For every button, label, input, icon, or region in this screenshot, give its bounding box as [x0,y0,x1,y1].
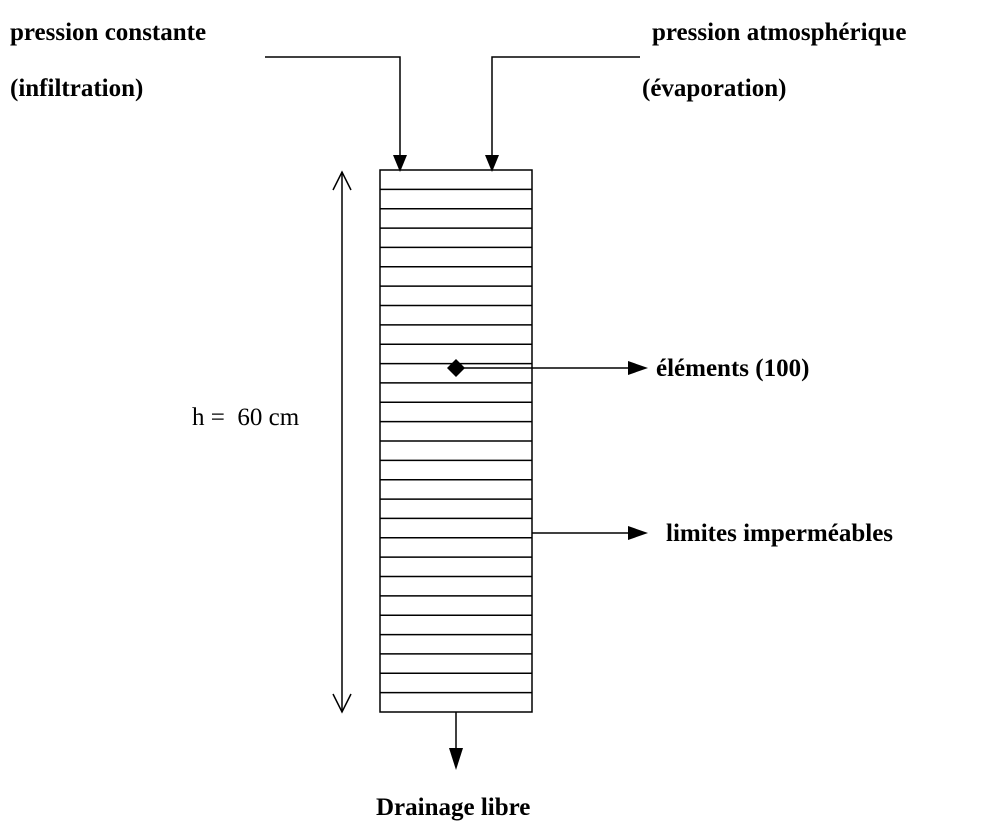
soil-column [379,169,533,713]
top-left-subtitle: (infiltration) [10,75,143,102]
evaporation-arrow [491,56,640,160]
top-right-subtitle: (évaporation) [642,75,786,102]
arrowhead [449,748,463,770]
elements-label: éléments (100) [656,355,809,382]
height-label: h = 60 cm [192,404,300,431]
arrowhead [393,155,407,172]
arrowhead [332,170,352,191]
boundaries-label: limites imperméables [666,520,893,547]
top-right-title: pression atmosphérique [652,19,906,46]
arrowhead [628,526,648,540]
arrowhead [485,155,499,172]
top-left-title: pression constante [10,19,206,46]
bottom-label: Drainage libre [376,794,530,821]
arrowhead [332,693,352,714]
arrowhead [628,361,648,375]
infiltration-arrow [265,56,401,160]
